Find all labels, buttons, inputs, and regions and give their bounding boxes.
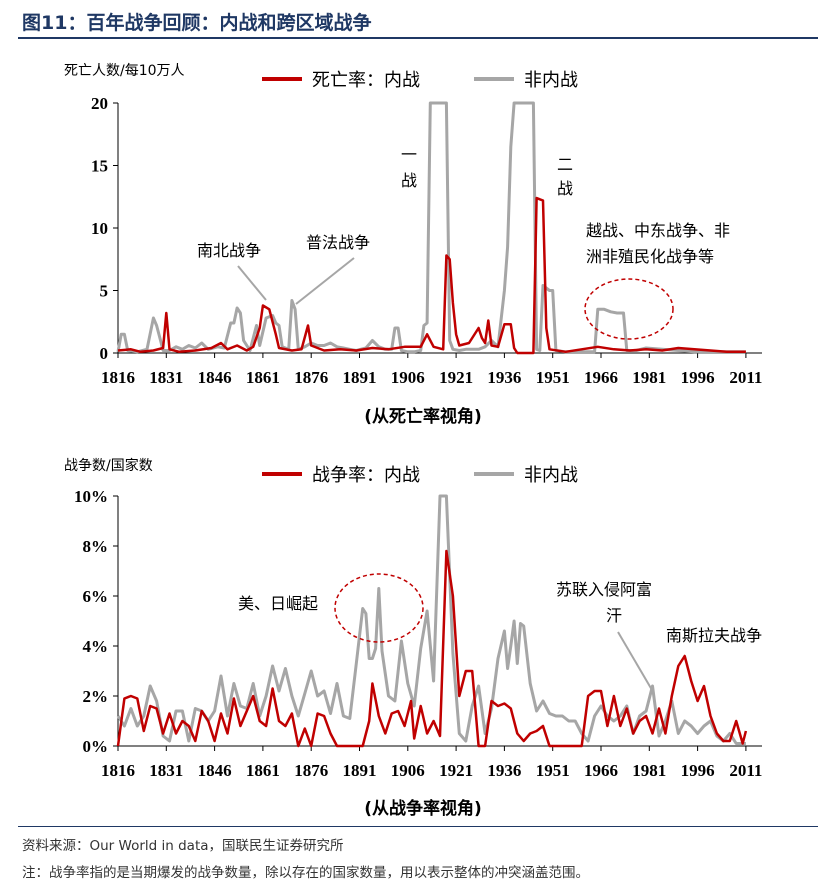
x-tick-label: 1951 xyxy=(536,368,570,387)
ann-vietnam-circle xyxy=(584,278,674,340)
c2-axes: 0% 2% 4% 6% 8% 10% 1816 1831 1846 1861 1876 1891 190… xyxy=(74,487,762,780)
ann-civil-war-pointer xyxy=(237,265,267,301)
x-tick-label: 1906 xyxy=(391,368,425,387)
x-tick-label: 2011 xyxy=(729,761,762,780)
y-tick-label: 6% xyxy=(83,587,109,606)
c1-subtitle: (从死亡率视角) xyxy=(364,406,482,427)
x-tick-label: 2011 xyxy=(729,368,762,387)
x-tick-label: 1846 xyxy=(198,368,232,387)
ann-civil-war: 南北战争 xyxy=(197,241,261,260)
chart-death-rate: 死亡人数/每10万人 死亡率：内战 非内战 0 5 10 15 20 1816 1831 18… xyxy=(64,63,762,427)
c1-lines xyxy=(116,101,746,355)
x-tick-label: 1861 xyxy=(246,368,280,387)
ann-yugoslav: 南斯拉夫战争 xyxy=(666,626,762,645)
c2-legend-red-label: 战争率：内战 xyxy=(312,465,420,486)
x-tick-label: 1831 xyxy=(149,761,183,780)
x-tick-label: 1996 xyxy=(681,368,715,387)
c2-lines xyxy=(116,494,748,748)
ann-afghan-pointer xyxy=(617,631,653,691)
ann-ww1-line1: 一 xyxy=(401,145,417,164)
series-line-civil-war xyxy=(116,549,748,748)
y-tick-label: 15 xyxy=(91,157,108,176)
ann-vietnam-line2: 洲非殖民化战争等 xyxy=(586,247,714,266)
ann-afghan-line1: 苏联入侵阿富 xyxy=(556,580,652,599)
x-tick-label: 1981 xyxy=(632,368,666,387)
c1-ylabel: 死亡人数/每10万人 xyxy=(64,63,185,79)
c1-legend-red-label: 死亡率：内战 xyxy=(312,70,420,91)
x-tick-label: 1876 xyxy=(294,368,328,387)
source-note: 资料来源：Our World in data，国联民生证券研究所 xyxy=(22,838,344,854)
footer-rule xyxy=(18,826,818,827)
ann-ww1-line2: 战 xyxy=(401,171,417,190)
x-tick-label: 1816 xyxy=(101,761,135,780)
y-tick-label: 20 xyxy=(91,94,108,113)
y-tick-label: 10 xyxy=(91,219,108,238)
footnote: 注：战争率指的是当期爆发的战争数量，除以存在的国家数量，用以表示整体的冲突涵盖范… xyxy=(22,865,589,881)
y-tick-label: 4% xyxy=(83,637,109,656)
x-tick-label: 1966 xyxy=(584,761,618,780)
x-tick-label: 1951 xyxy=(536,761,570,780)
x-tick-label: 1816 xyxy=(101,368,135,387)
c1-legend-gray-label: 非内战 xyxy=(524,70,578,91)
ann-ww2-line1: 二 xyxy=(557,155,573,174)
x-tick-label: 1891 xyxy=(343,761,377,780)
ann-vietnam-line1: 越战、中东战争、非 xyxy=(586,221,730,240)
y-tick-label: 2% xyxy=(83,687,109,706)
x-tick-label: 1861 xyxy=(246,761,280,780)
y-tick-label: 0 xyxy=(100,344,109,363)
title-rule xyxy=(18,37,818,39)
ann-afghan-line2: 汗 xyxy=(606,606,622,625)
c1-axes: 0 5 10 15 20 1816 1831 1846 1861 1876 1891 1906 1921… xyxy=(91,94,762,387)
y-tick-label: 0% xyxy=(83,737,109,756)
x-tick-label: 1936 xyxy=(487,368,521,387)
ann-franco-prussian: 普法战争 xyxy=(306,233,370,252)
c2-legend-gray-label: 非内战 xyxy=(524,465,578,486)
ann-us-japan: 美、日崛起 xyxy=(238,594,318,613)
x-tick-label: 1921 xyxy=(439,761,473,780)
c2-ylabel: 战争数/国家数 xyxy=(64,457,153,474)
y-tick-label: 5 xyxy=(100,282,109,301)
figure-title: 图11：百年战争回顾：内战和跨区域战争 xyxy=(22,12,372,34)
chart-war-rate: 战争数/国家数 战争率：内战 非内战 0% 2% 4% 6% 8% 10% 1816 1831… xyxy=(64,457,762,819)
series-line-civil-war xyxy=(117,196,746,355)
x-tick-label: 1996 xyxy=(681,761,715,780)
x-tick-label: 1981 xyxy=(632,761,666,780)
x-tick-label: 1846 xyxy=(198,761,232,780)
x-tick-label: 1966 xyxy=(584,368,618,387)
x-tick-label: 1936 xyxy=(487,761,521,780)
x-tick-label: 1831 xyxy=(149,368,183,387)
series-line-non-civil-war xyxy=(116,494,746,745)
x-tick-label: 1906 xyxy=(391,761,425,780)
x-tick-label: 1921 xyxy=(439,368,473,387)
ann-franco-prussian-pointer xyxy=(295,257,355,305)
y-tick-label: 10% xyxy=(74,487,108,506)
y-tick-label: 8% xyxy=(83,537,109,556)
ann-ww2-line2: 战 xyxy=(557,179,573,198)
x-tick-label: 1876 xyxy=(294,761,328,780)
c2-subtitle: (从战争率视角) xyxy=(364,798,482,819)
ann-us-japan-circle xyxy=(334,573,424,643)
x-tick-label: 1891 xyxy=(343,368,377,387)
